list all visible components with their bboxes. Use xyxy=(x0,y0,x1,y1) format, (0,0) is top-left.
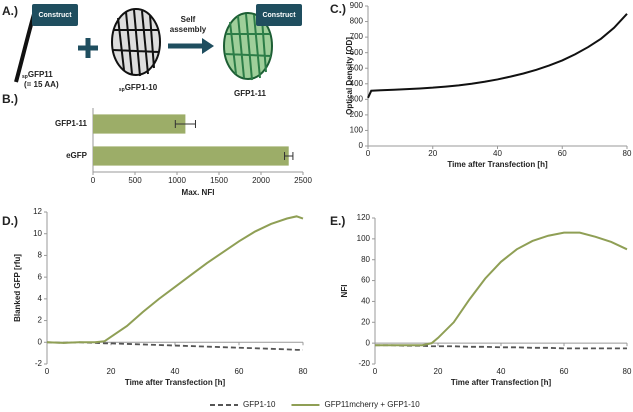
peptide-size: (= 15 AA) xyxy=(24,80,59,89)
legend-label: GFP1-10 xyxy=(243,400,276,409)
arrow-head xyxy=(202,38,214,54)
x-axis-title: Max. NFI xyxy=(182,188,215,197)
x-tick-label: 40 xyxy=(493,149,502,158)
x-tick-label: 0 xyxy=(45,367,50,376)
x-axis-title: Time after Transfection [h] xyxy=(125,378,226,387)
peptide-label: spGFP11 xyxy=(22,70,53,80)
data-line xyxy=(375,231,628,347)
x-tick-label: 80 xyxy=(623,367,632,376)
x-tick-label: 1500 xyxy=(210,176,228,185)
bar xyxy=(93,146,289,166)
y-tick-label: 800 xyxy=(350,17,364,26)
data-line xyxy=(367,13,628,99)
y-tick-label: 8 xyxy=(38,251,43,260)
x-tick-label: 2500 xyxy=(294,176,312,185)
y-tick-label: -20 xyxy=(358,359,370,368)
x-tick-label: 60 xyxy=(558,149,567,158)
y-tick-label: 80 xyxy=(361,255,370,264)
y-tick-label: 40 xyxy=(361,297,370,306)
x-tick-label: 80 xyxy=(623,149,632,158)
y-tick-label: 100 xyxy=(350,126,364,135)
panel-label: C.) xyxy=(330,2,346,16)
y-tick-label: eGFP xyxy=(66,151,88,160)
assembled-icon xyxy=(223,12,273,81)
construct-text: Construct xyxy=(38,12,72,19)
y-tick-label: 0 xyxy=(38,337,43,346)
y-tick-label: 400 xyxy=(350,79,364,88)
panel-label: E.) xyxy=(330,214,345,228)
x-axis-title: Time after Transfection [h] xyxy=(447,160,548,169)
x-tick-label: 500 xyxy=(128,176,142,185)
y-tick-label: 500 xyxy=(350,63,364,72)
arrow-label: assembly xyxy=(170,25,207,34)
y-axis-title: Optical Density [OD] xyxy=(345,37,354,115)
y-tick-label: 0 xyxy=(359,141,364,150)
error-bar xyxy=(284,152,294,160)
product-label: GFP1-11 xyxy=(234,89,267,98)
construct-box xyxy=(256,4,302,26)
x-tick-label: 0 xyxy=(91,176,96,185)
construct-text: Construct xyxy=(262,12,296,19)
y-tick-label: 10 xyxy=(33,229,42,238)
legend-label: GFP11mcherry + GFP1-10 xyxy=(324,400,420,409)
y-tick-label: 200 xyxy=(350,110,364,119)
panel-label: D.) xyxy=(2,214,18,228)
y-tick-label: 20 xyxy=(361,317,370,326)
x-tick-label: 40 xyxy=(497,367,506,376)
x-tick-label: 20 xyxy=(434,367,443,376)
barrel-label: spGFP1-10 xyxy=(119,83,158,93)
legend: GFP1-10 GFP11mcherry + GFP1-10 xyxy=(210,400,420,409)
y-axis-title: Blanked GFP [rfu] xyxy=(13,254,22,322)
y-tick-label: 6 xyxy=(38,272,43,281)
y-tick-label: 0 xyxy=(366,338,371,347)
x-tick-label: 60 xyxy=(235,367,244,376)
panel-label: A.) xyxy=(2,4,18,18)
y-axis-title: NFI xyxy=(340,285,349,298)
y-tick-label: 2 xyxy=(38,316,43,325)
y-tick-label: 120 xyxy=(357,213,371,222)
x-tick-label: 2000 xyxy=(252,176,270,185)
y-tick-label: 600 xyxy=(350,48,364,57)
y-tick-label: 100 xyxy=(357,234,371,243)
data-line xyxy=(46,215,304,344)
chart-panel: C.) 0 100 200 300 400 500 600 700 800 900 0 20 40 60 80… xyxy=(330,1,632,169)
barrel-icon xyxy=(111,8,161,77)
x-tick-label: 60 xyxy=(560,367,569,376)
x-tick-label: 0 xyxy=(373,367,378,376)
x-tick-label: 20 xyxy=(107,367,116,376)
plus xyxy=(78,38,98,58)
x-tick-label: 20 xyxy=(428,149,437,158)
error-bar xyxy=(174,120,196,128)
y-tick-label: 4 xyxy=(38,294,43,303)
construct-box xyxy=(32,4,78,26)
x-tick-label: 1000 xyxy=(168,176,186,185)
y-tick-label: 700 xyxy=(350,32,364,41)
y-tick-label: -2 xyxy=(35,359,43,368)
y-tick-label: GFP1-11 xyxy=(55,119,88,128)
x-tick-label: 80 xyxy=(299,367,308,376)
y-tick-label: 900 xyxy=(350,1,364,10)
panel-label: B.) xyxy=(2,92,18,106)
panel-a: A.) Construct spGFP11 (= 15 AA) spGFP1-1… xyxy=(2,4,302,98)
y-tick-label: 300 xyxy=(350,94,364,103)
y-tick-label: 12 xyxy=(33,207,42,216)
x-tick-label: 40 xyxy=(171,367,180,376)
x-axis-title: Time after Transfection [h] xyxy=(451,378,552,387)
chart-panel: B.) 0 500 1000 1500 2000 2500 GFP1-11 eGFP Max. N… xyxy=(2,92,312,197)
arrow-label: Self xyxy=(181,15,196,24)
y-tick-label: 60 xyxy=(361,276,370,285)
x-tick-label: 0 xyxy=(366,149,371,158)
bar xyxy=(93,114,186,134)
